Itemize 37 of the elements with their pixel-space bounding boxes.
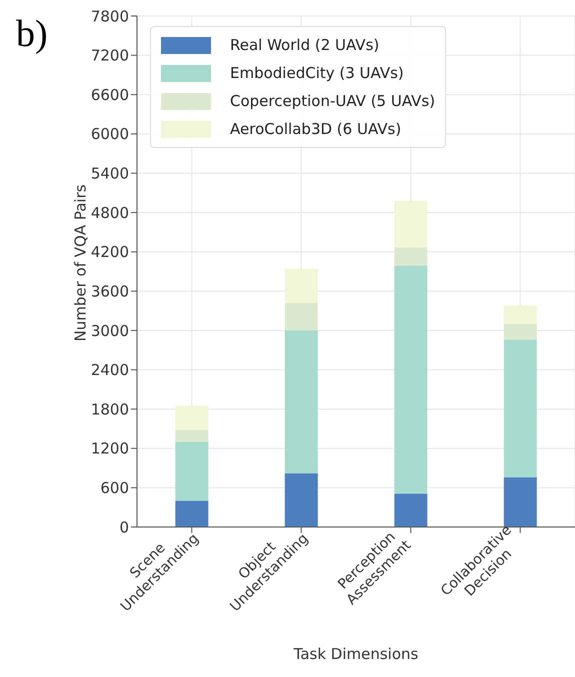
bar bbox=[175, 442, 208, 501]
y-tick-label: 1800 bbox=[90, 400, 129, 418]
bar bbox=[284, 330, 318, 474]
bar bbox=[284, 473, 318, 527]
bar bbox=[394, 266, 428, 494]
bar bbox=[175, 406, 208, 430]
y-tick-label: 3000 bbox=[90, 322, 129, 340]
bar bbox=[284, 268, 318, 303]
y-tick-label: 4800 bbox=[90, 204, 129, 222]
y-tick-label: 3600 bbox=[90, 282, 129, 300]
y-tick-label: 1200 bbox=[90, 440, 129, 458]
bar bbox=[394, 200, 428, 248]
bar bbox=[175, 430, 208, 442]
y-tick-label: 4200 bbox=[90, 243, 129, 262]
y-tick-label: 600 bbox=[100, 479, 129, 498]
bar bbox=[504, 340, 537, 478]
y-tick-label: 6600 bbox=[90, 86, 129, 104]
legend-label: EmbodiedCity (3 UAVs) bbox=[230, 63, 404, 84]
y-tick-label: 5400 bbox=[90, 164, 129, 183]
bar bbox=[175, 500, 208, 527]
y-axis-title: Number of VQA Pairs bbox=[71, 184, 90, 342]
y-tick-label: 0 bbox=[119, 518, 129, 536]
bar bbox=[394, 494, 428, 527]
legend-label: Coperception-UAV (5 UAVs) bbox=[230, 91, 436, 112]
legend-label: Real World (2 UAVs) bbox=[230, 35, 380, 56]
bar bbox=[504, 324, 537, 340]
bar bbox=[504, 477, 537, 527]
y-tick-label: 6000 bbox=[90, 125, 129, 144]
y-tick-label: 7200 bbox=[90, 46, 129, 65]
bar bbox=[504, 306, 537, 324]
legend-label: AeroCollab3D (6 UAVs) bbox=[230, 119, 402, 140]
y-tick-label: 7800 bbox=[90, 7, 129, 26]
text: b) bbox=[16, 12, 48, 56]
x-axis-title: Task Dimensions bbox=[292, 645, 419, 663]
y-tick-label: 2400 bbox=[90, 361, 129, 380]
bar bbox=[394, 247, 428, 266]
bar bbox=[284, 302, 318, 330]
